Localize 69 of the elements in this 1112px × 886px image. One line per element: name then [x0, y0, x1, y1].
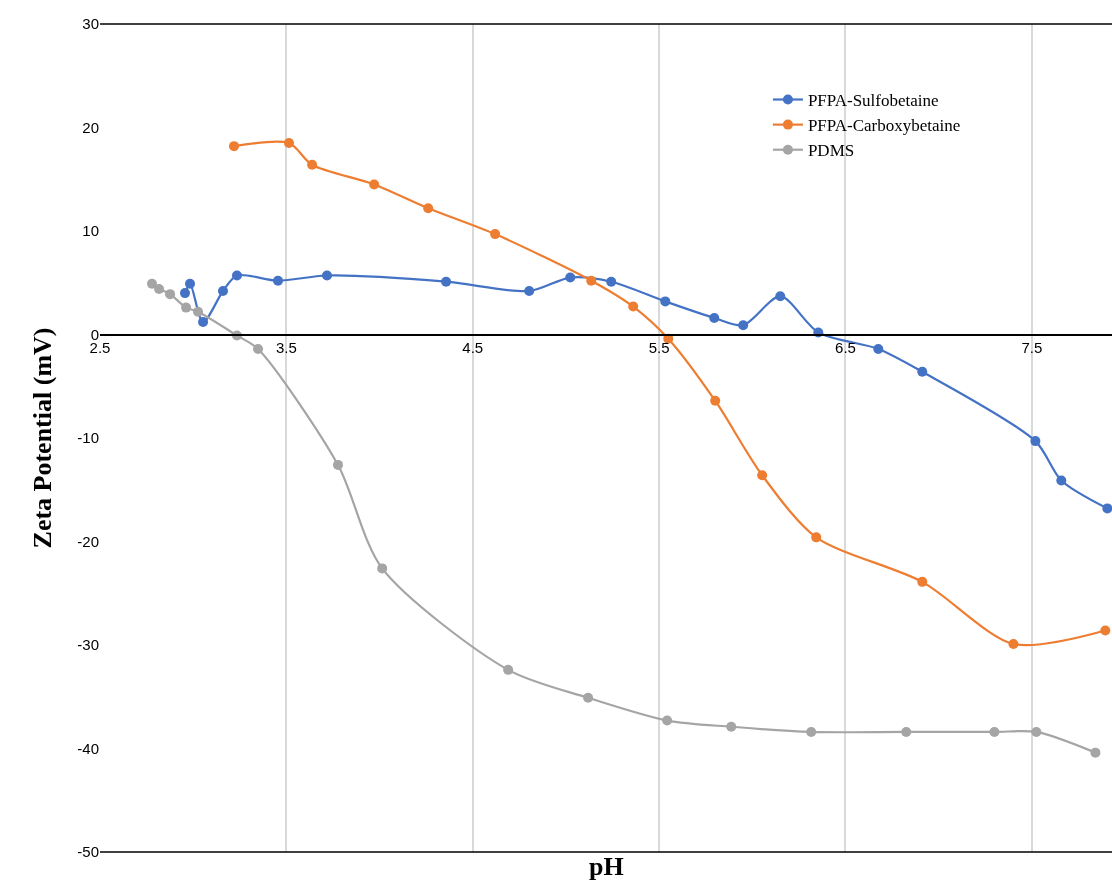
legend-label: PDMS [807, 141, 855, 161]
legend-label: PFPA-Carboxybetaine [807, 116, 961, 136]
point [710, 395, 721, 406]
point [193, 306, 204, 317]
point [1102, 503, 1112, 514]
point [283, 138, 294, 149]
point [660, 296, 671, 307]
point [185, 278, 196, 289]
point [917, 576, 928, 587]
point [662, 715, 673, 726]
x-axis-title: pH [589, 852, 624, 881]
point [738, 320, 749, 331]
y-tick-label: -10 [77, 429, 99, 447]
point [524, 286, 535, 297]
x-tick-label: 7.5 [1021, 339, 1043, 357]
point [901, 726, 912, 737]
point [154, 283, 165, 294]
point [583, 692, 594, 703]
point [1030, 436, 1041, 447]
point [1008, 638, 1019, 649]
point [811, 532, 822, 543]
point [917, 366, 928, 377]
legend-label: PFPA-Sulfobetaine [807, 91, 939, 111]
y-tick-label: -40 [77, 739, 99, 757]
y-tick-label: 10 [82, 222, 99, 240]
y-tick-label: 30 [82, 15, 99, 33]
point [218, 286, 229, 297]
y-axis-title: Zeta Potential (mV) [27, 327, 57, 549]
x-tick-label: 5.5 [648, 339, 670, 357]
point [229, 141, 239, 152]
point [757, 470, 768, 481]
point [565, 272, 576, 283]
y-tick-label: 20 [82, 118, 99, 136]
point [775, 291, 786, 302]
x-tick-label: 4.5 [462, 339, 484, 357]
point [147, 278, 157, 289]
point [441, 276, 452, 287]
point [628, 301, 639, 312]
point [606, 276, 617, 287]
point [1090, 747, 1101, 758]
point [423, 203, 434, 214]
y-tick-label: -50 [77, 843, 99, 861]
point [253, 343, 264, 354]
point [377, 563, 388, 574]
point [272, 275, 283, 286]
point [198, 317, 209, 328]
point [181, 302, 192, 313]
point [1056, 475, 1067, 486]
point [165, 289, 176, 300]
x-tick-label: 3.5 [275, 339, 297, 357]
point [726, 721, 737, 732]
point [586, 275, 597, 286]
point [369, 179, 380, 190]
point [503, 664, 514, 675]
point [333, 459, 343, 470]
point [709, 312, 720, 323]
point [307, 159, 318, 170]
y-tick-label: -20 [77, 532, 99, 550]
y-tick-label: -30 [77, 636, 99, 654]
point [322, 270, 332, 281]
point [179, 288, 190, 299]
x-tick-label: 6.5 [835, 339, 856, 357]
point [490, 229, 501, 240]
point [989, 726, 1000, 737]
point [1100, 625, 1111, 636]
point [1031, 726, 1042, 737]
point [231, 270, 242, 281]
point [873, 343, 884, 354]
point [806, 726, 817, 737]
